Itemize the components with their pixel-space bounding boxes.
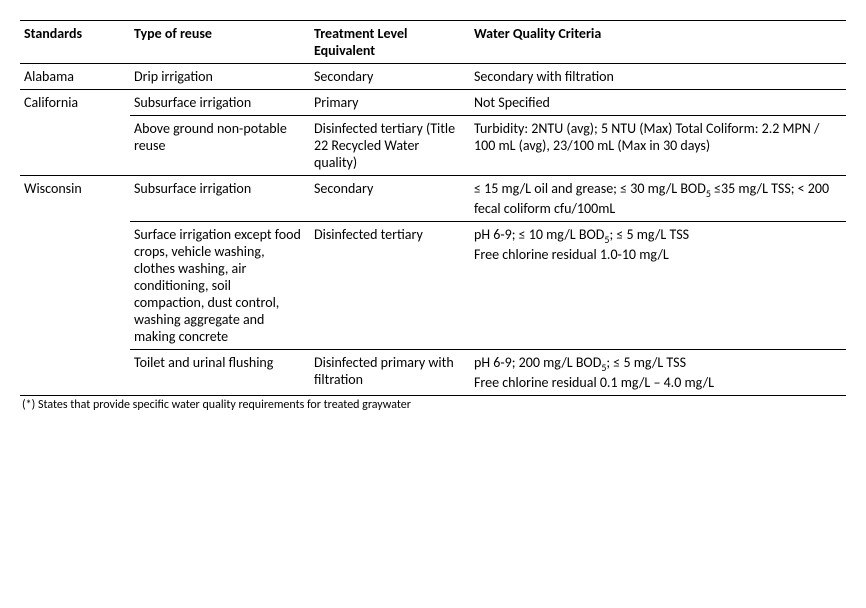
cell-criteria: Secondary with filtration xyxy=(470,64,846,90)
cell-standards: Wisconsin xyxy=(20,176,130,222)
cell-standards xyxy=(20,221,130,349)
cell-treatment: Disinfected tertiary (Title 22 Recycled … xyxy=(310,116,470,176)
header-reuse: Type of reuse xyxy=(130,21,310,64)
cell-treatment: Disinfected primary with filtration xyxy=(310,349,470,395)
cell-standards xyxy=(20,349,130,395)
header-treatment: Treatment Level Equivalent xyxy=(310,21,470,64)
table-row: Above ground non-potable reuse Disinfect… xyxy=(20,116,846,176)
cell-reuse: Above ground non-potable reuse xyxy=(130,116,310,176)
cell-reuse: Subsurface irrigation xyxy=(130,176,310,222)
cell-treatment: Secondary xyxy=(310,176,470,222)
table-row: Toilet and urinal flushing Disinfected p… xyxy=(20,349,846,395)
cell-criteria: pH 6-9; 200 mg/L BOD5; ≤ 5 mg/L TSSFree … xyxy=(470,349,846,395)
cell-criteria: ≤ 15 mg/L oil and grease; ≤ 30 mg/L BOD5… xyxy=(470,176,846,222)
header-criteria: Water Quality Criteria xyxy=(470,21,846,64)
cell-reuse: Toilet and urinal flushing xyxy=(130,349,310,395)
standards-table: Standards Type of reuse Treatment Level … xyxy=(20,20,846,396)
cell-standards: Alabama xyxy=(20,64,130,90)
table-row: Surface irrigation except food crops, ve… xyxy=(20,221,846,349)
table-body: Alabama Drip irrigation Secondary Second… xyxy=(20,64,846,396)
cell-treatment: Disinfected tertiary xyxy=(310,221,470,349)
cell-criteria: Turbidity: 2NTU (avg); 5 NTU (Max) Total… xyxy=(470,116,846,176)
cell-treatment: Primary xyxy=(310,90,470,116)
header-standards: Standards xyxy=(20,21,130,64)
table-row: Alabama Drip irrigation Secondary Second… xyxy=(20,64,846,90)
cell-criteria: Not Specified xyxy=(470,90,846,116)
cell-reuse: Subsurface irrigation xyxy=(130,90,310,116)
cell-standards: California xyxy=(20,90,130,116)
cell-criteria: pH 6-9; ≤ 10 mg/L BOD5; ≤ 5 mg/L TSSFree… xyxy=(470,221,846,349)
table-row: California Subsurface irrigation Primary… xyxy=(20,90,846,116)
cell-reuse: Drip irrigation xyxy=(130,64,310,90)
cell-reuse: Surface irrigation except food crops, ve… xyxy=(130,221,310,349)
cell-standards xyxy=(20,116,130,176)
footnote: (*) States that provide specific water q… xyxy=(20,398,846,412)
cell-treatment: Secondary xyxy=(310,64,470,90)
table-row: Wisconsin Subsurface irrigation Secondar… xyxy=(20,176,846,222)
